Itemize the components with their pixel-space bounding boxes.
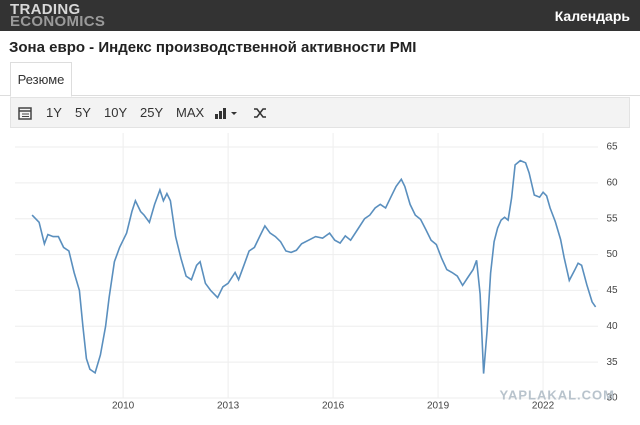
range-button[interactable]: 10Y [104, 105, 128, 120]
tab-bar: Резюме [0, 62, 640, 97]
x-tick-label: 2019 [427, 401, 450, 412]
page-title: Зона евро - Индекс производственной акти… [9, 39, 417, 56]
y-tick-label: 65 [606, 142, 618, 153]
range-button[interactable]: MAX [176, 105, 205, 120]
top-bar: TRADING ECONOMICS Календарь [0, 0, 640, 31]
chart: 65 60 55 50 45 40 35 30 2022 2019 2016 2013 2010 YAP… [15, 133, 618, 412]
watermark: YAPLAKAL.COM [499, 387, 615, 402]
range-button[interactable]: 1Y [46, 105, 62, 120]
x-tick-label: 2022 [532, 401, 555, 412]
y-tick-label: 45 [606, 285, 618, 296]
nav-link[interactable]: Календарь [554, 8, 630, 24]
y-tick-label: 60 [606, 177, 618, 188]
tab[interactable]: Резюме [10, 62, 72, 97]
range-button[interactable]: 5Y [75, 105, 91, 120]
x-tick-label: 2010 [112, 401, 135, 412]
logo-line: ECONOMICS [10, 13, 106, 30]
x-tick-label: 2016 [322, 401, 345, 412]
y-tick-label: 30 [606, 393, 618, 404]
range-button[interactable]: 25Y [140, 105, 164, 120]
x-tick-label: 2013 [217, 401, 240, 412]
chart-type-icon[interactable] [214, 106, 240, 120]
toolbar: 1Y 5Y 10Y 25Y MAX [10, 97, 630, 128]
shuffle-icon[interactable] [253, 106, 267, 120]
y-tick-label: 35 [606, 357, 618, 368]
logo-line: TRADING [10, 1, 81, 18]
data-line [31, 159, 597, 375]
y-tick-label: 50 [606, 249, 618, 260]
y-tick-label: 55 [606, 213, 618, 224]
calendar-icon[interactable] [18, 106, 32, 120]
y-tick-label: 40 [606, 321, 618, 332]
